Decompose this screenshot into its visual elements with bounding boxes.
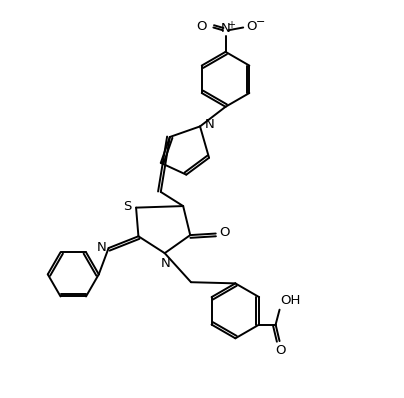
Text: N: N [221, 22, 230, 35]
Text: O: O [219, 226, 229, 239]
Text: S: S [123, 200, 131, 213]
Text: −: − [255, 17, 265, 27]
Text: O: O [196, 20, 207, 33]
Text: OH: OH [280, 294, 301, 307]
Text: N: N [97, 241, 106, 254]
Text: +: + [227, 20, 236, 30]
Text: N: N [161, 257, 170, 270]
Text: O: O [275, 344, 286, 357]
Text: O: O [247, 20, 257, 33]
Text: N: N [205, 118, 215, 131]
